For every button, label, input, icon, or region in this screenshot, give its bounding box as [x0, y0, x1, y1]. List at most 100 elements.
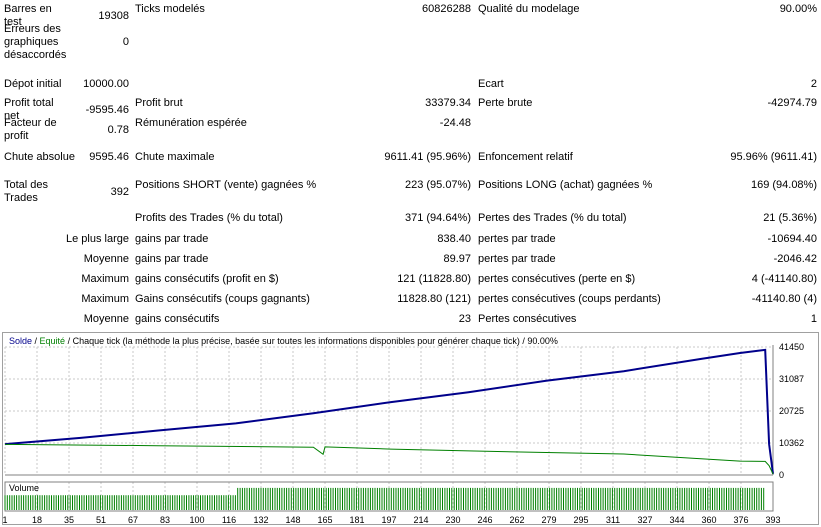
stat-label: pertes consécutives (coups perdants): [478, 293, 661, 305]
stat-label: Profit brut: [135, 97, 183, 109]
y-tick-label: 10362: [779, 438, 804, 448]
row-prefix: Le plus large: [66, 233, 129, 245]
y-tick-label: 31087: [779, 374, 804, 384]
stat-value: 23: [458, 313, 471, 325]
row-prefix: Maximum: [81, 293, 129, 305]
x-tick-label: 18: [32, 515, 42, 524]
stat-value: 19308: [98, 10, 129, 22]
stat-value: -2046.42: [773, 253, 817, 265]
stat-label: Erreurs des graphiques désaccordés: [4, 23, 67, 61]
stat-value: 392: [110, 186, 129, 198]
balance-line: [4, 348, 774, 474]
stat-value: 4 (-41140.80): [751, 273, 817, 285]
stat-label: Gains consécutifs (coups gagnants): [135, 293, 310, 305]
x-tick-label: 344: [669, 515, 684, 524]
x-tick-label: 165: [317, 515, 332, 524]
row-prefix: Maximum: [81, 273, 129, 285]
stat-value: 169 (94.08%): [750, 179, 817, 191]
stat-value: 121 (11828.80): [397, 273, 471, 285]
stat-value: 89.97: [443, 253, 471, 265]
stat-value: -41140.80 (4): [751, 293, 817, 305]
stat-label: Positions LONG (achat) gagnées %: [478, 179, 653, 191]
x-tick-label: 181: [349, 515, 364, 524]
stat-label: gains par trade: [135, 253, 209, 265]
stat-value: 9611.41 (95.96%): [384, 151, 471, 163]
stat-label: Ticks modelés: [135, 3, 205, 15]
stat-label: Profit total net: [4, 97, 54, 122]
x-tick-label: 100: [189, 515, 204, 524]
equity-line: [4, 443, 774, 475]
stat-label: pertes consécutives (perte en $): [478, 273, 636, 285]
x-tick-label: 51: [96, 515, 106, 524]
stat-label: gains par trade: [135, 233, 209, 245]
stat-label: Total des Trades: [4, 179, 49, 204]
stat-value: 223 (95.07%): [404, 179, 471, 191]
y-tick-label: 41450: [779, 342, 804, 352]
balance-chart: Solde / Equité / Chaque tick (la méthode…: [2, 332, 819, 525]
stat-value: -24.48: [439, 117, 471, 129]
x-tick-label: 376: [733, 515, 748, 524]
x-tick-label: 360: [701, 515, 716, 524]
stat-label: pertes par trade: [478, 233, 556, 245]
stat-value: -42974.79: [767, 97, 817, 109]
x-tick-label: 132: [253, 515, 268, 524]
stat-value: 21 (5.36%): [763, 212, 817, 224]
x-tick-label: 83: [160, 515, 170, 524]
stat-value: 371 (94.64%): [404, 212, 471, 224]
stat-label: Enfoncement relatif: [478, 151, 573, 163]
stat-value: 33379.34: [425, 97, 471, 109]
stat-label: Facteur de profit: [4, 117, 57, 142]
x-tick-label: 246: [477, 515, 492, 524]
stat-label: Pertes consécutives: [478, 313, 577, 325]
x-tick-label: 67: [128, 515, 138, 524]
stat-value: 11828.80 (121): [397, 293, 471, 305]
stat-label: gains consécutifs (profit en $): [135, 273, 279, 285]
x-tick-label: 116: [222, 515, 236, 524]
chart-legend: Solde / Equité / Chaque tick (la méthode…: [9, 336, 558, 347]
legend-equite: Equité: [39, 336, 66, 346]
stat-label: Pertes des Trades (% du total): [478, 212, 627, 224]
stat-value: -10694.40: [767, 233, 817, 245]
stat-label: pertes par trade: [478, 253, 556, 265]
volume-label: Volume: [9, 483, 39, 493]
x-tick-label: 35: [64, 515, 74, 524]
stat-label: gains consécutifs: [135, 313, 220, 325]
row-prefix: Moyenne: [83, 313, 129, 325]
stat-value: 60826288: [422, 3, 471, 15]
stat-value: 838.40: [437, 233, 471, 245]
y-tick-label: 0: [779, 470, 784, 480]
x-tick-label: 262: [509, 515, 524, 524]
stat-value: 95.96% (9611.41): [730, 151, 817, 163]
stat-label: Positions SHORT (vente) gagnées %: [135, 179, 317, 191]
stat-label: Rémunération espérée: [135, 117, 247, 129]
x-tick-label: 197: [381, 515, 396, 524]
stat-value: 2: [810, 78, 817, 90]
stat-label: Dépot initial: [4, 78, 62, 90]
report-table: Barres en test 19308 Ticks modelés 60826288…: [4, 3, 817, 325]
x-tick-label: 295: [573, 515, 588, 524]
legend-description: / Chaque tick (la méthode la plus précis…: [65, 336, 558, 346]
y-tick-label: 20725: [779, 406, 804, 416]
stat-value: 0.78: [107, 124, 129, 136]
stat-value: 10000.00: [83, 78, 129, 90]
chart-plot-area: 41450 31087 20725 10362 0 1 18 35 51 67 83 100 116 13…: [3, 342, 804, 524]
x-tick-label: 311: [606, 515, 620, 524]
x-tick-label: 327: [637, 515, 652, 524]
stat-label: Chute absolue: [4, 151, 75, 163]
legend-solde: Solde: [9, 336, 33, 346]
stat-value: -9595.46: [85, 104, 129, 116]
x-tick-label: 148: [285, 515, 300, 524]
stat-label: Barres en test: [4, 3, 52, 28]
stat-value: 1: [810, 313, 817, 325]
stat-label: Chute maximale: [135, 151, 215, 163]
stat-value: 0: [122, 36, 129, 48]
stat-value: 9595.46: [89, 151, 129, 163]
x-tick-label: 214: [413, 515, 428, 524]
x-tick-label: 279: [541, 515, 556, 524]
stat-value: 90.00%: [779, 3, 817, 15]
x-tick-label: 230: [445, 515, 460, 524]
stat-label: Perte brute: [478, 97, 533, 109]
row-prefix: Moyenne: [83, 253, 129, 265]
legend-separator: /: [32, 336, 40, 346]
stat-label: Ecart: [478, 78, 504, 90]
